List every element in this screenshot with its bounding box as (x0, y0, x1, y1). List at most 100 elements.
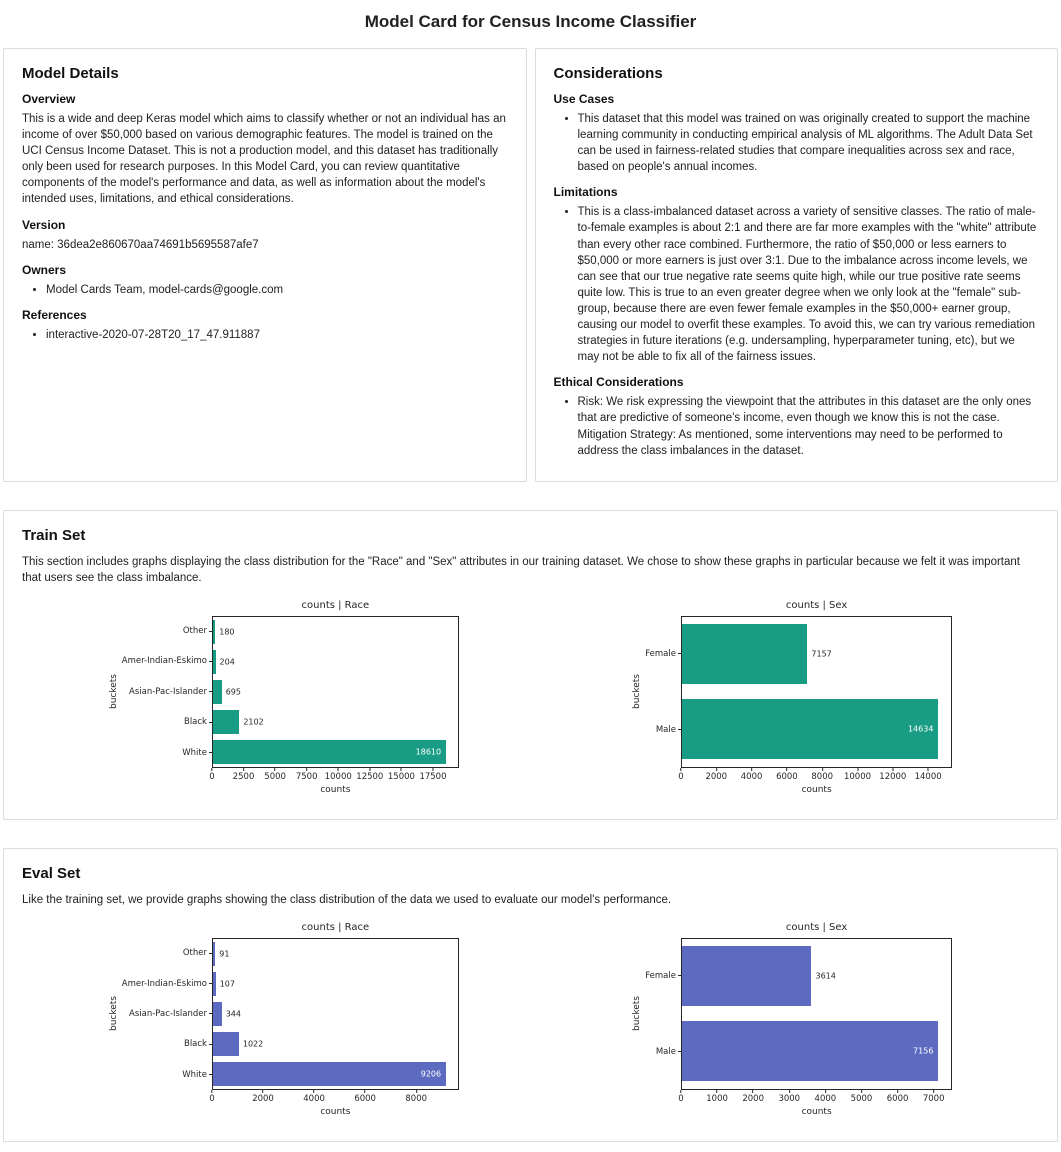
ethical-considerations-list: Risk: We risk expressing the viewpoint t… (554, 394, 1040, 458)
x-tick-label: 6000 (354, 1093, 376, 1104)
reference-item: interactive-2020-07-28T20_17_47.911887 (46, 327, 508, 343)
references-list: interactive-2020-07-28T20_17_47.911887 (22, 327, 508, 343)
chart-title: counts | Race (301, 921, 370, 933)
x-tick: 2000 (742, 1089, 764, 1104)
eval-set-description: Like the training set, we provide graphs… (22, 893, 672, 906)
bar-value-label: 14634 (907, 724, 934, 734)
plot-area: 91 107 344 1022 9206 (211, 937, 459, 1090)
x-tick-label: 5000 (850, 1093, 873, 1104)
x-tick-labels: 0 1000 2000 3000 4000 5000 6000 7000 (678, 1089, 952, 1106)
y-tick: White (122, 1060, 212, 1090)
x-tick: 1000 (706, 1089, 728, 1104)
y-tick-label: Female (645, 970, 676, 981)
x-tick-label: 12500 (356, 771, 384, 782)
version-text: name: 36dea2e860670aa74691b5695587afe7 (22, 238, 259, 251)
model-details-title: Model Details (22, 65, 119, 82)
use-case-item: This dataset that this model was trained… (578, 111, 1040, 175)
ethical-consideration-item: Risk: We risk expressing the viewpoint t… (578, 394, 1040, 458)
train-set-title: Train Set (22, 526, 86, 544)
y-tick-mark (677, 653, 681, 655)
use-cases-heading: Use Cases (553, 92, 615, 106)
x-tick-label: 10000 (843, 771, 872, 782)
bar (212, 1001, 222, 1026)
train-set-charts-row: counts | Race buckets Other Amer-Indian-Esk… (22, 600, 1039, 803)
y-tick-labels: Other Amer-Indian-Eskimo Asian-Pac-Islande… (122, 616, 212, 768)
chart-title: counts | Sex (785, 599, 848, 611)
y-tick: Male (645, 1014, 681, 1090)
x-tick-label: 6000 (886, 1093, 909, 1104)
x-tick: 8000 (405, 1089, 427, 1104)
bar-value-label: 2102 (243, 717, 264, 727)
x-tick-mark (369, 767, 371, 771)
x-tick-label: 14000 (914, 771, 942, 782)
y-tick-label: Male (655, 724, 676, 735)
x-tick-mark (680, 1089, 682, 1093)
eval-set-charts-row: counts | Race buckets Other Amer-Indian-Esk… (22, 922, 1039, 1125)
x-tick-label: 7000 (922, 1093, 945, 1104)
x-tick: 2000 (705, 767, 727, 782)
owners-heading: Owners (22, 262, 67, 277)
y-tick-label: Amer-Indian-Eskimo (121, 656, 207, 667)
x-tick-label: 3000 (778, 1093, 801, 1104)
page-title: Model Card for Census Income Classifier (364, 12, 697, 31)
y-tick: White (122, 738, 212, 768)
x-tick-label: 8000 (811, 771, 834, 782)
bar (681, 624, 808, 685)
bar-row: 344 (212, 999, 458, 1029)
x-tick: 4000 (741, 767, 762, 782)
bar (212, 941, 216, 966)
bar-value-label: 7156 (913, 1046, 934, 1056)
x-tick-mark (821, 767, 823, 771)
y-tick: Black (122, 1029, 212, 1059)
owner-item: Model Cards Team, model-cards@google.com (46, 282, 508, 298)
y-tick-mark (208, 630, 212, 632)
y-tick-label: Asian-Pac-Islander (129, 686, 207, 697)
x-tick: 5000 (264, 767, 286, 782)
y-tick-label: Female (645, 648, 676, 659)
bar-row: 7157 (681, 617, 951, 692)
bar-row: 14634 (681, 692, 951, 767)
train-set-card: Train Set This section includes graphs d… (3, 509, 1058, 820)
y-axis-label-text: buckets (108, 674, 119, 710)
y-tick-label: Black (183, 1039, 207, 1050)
y-tick: Male (645, 692, 681, 768)
top-cards-row: Model Details Overview This is a wide an… (3, 48, 1058, 482)
plot-area: 7157 14634 (680, 615, 953, 768)
bar-row: 91 (212, 939, 458, 969)
bar (212, 1061, 447, 1086)
x-tick-label: 4000 (303, 1093, 325, 1104)
x-tick: 2500 (233, 767, 254, 782)
x-tick-mark (786, 767, 788, 771)
x-tick-mark (933, 1089, 935, 1093)
x-tick-mark (337, 767, 339, 771)
x-tick: 10000 (325, 767, 352, 782)
overview-heading: Overview (22, 92, 76, 106)
x-tick-labels: 0 2500 5000 7500 10000 12500 15000 17500 (209, 767, 459, 784)
y-tick: Black (122, 707, 212, 737)
x-tick: 6000 (354, 1089, 376, 1104)
bar-value-label: 9206 (420, 1069, 442, 1079)
x-tick-mark (927, 767, 929, 771)
x-tick: 15000 (388, 767, 415, 782)
x-tick-mark (243, 767, 245, 771)
bar-row: 3614 (681, 939, 951, 1014)
y-tick-mark (208, 752, 212, 754)
references-heading: References (22, 307, 87, 322)
x-tick: 6000 (886, 1089, 909, 1104)
y-tick-label: Other (182, 626, 207, 637)
x-tick: 0 (678, 1089, 684, 1104)
bar (681, 699, 939, 760)
bar-row: 107 (212, 969, 458, 999)
y-tick-label: Black (183, 717, 207, 728)
bar-value-label: 1022 (242, 1039, 264, 1049)
x-axis-label: counts (801, 784, 832, 795)
model-details-card: Model Details Overview This is a wide an… (3, 48, 527, 482)
y-tick: Other (122, 938, 212, 968)
x-tick-mark (857, 767, 859, 771)
x-tick-labels: 0 2000 4000 6000 8000 (209, 1089, 459, 1106)
bar (212, 619, 216, 644)
version-heading: Version (22, 217, 66, 232)
bar-value-label: 204 (219, 657, 235, 667)
chart-title: counts | Sex (785, 921, 848, 933)
y-tick: Amer-Indian-Eskimo (122, 646, 212, 676)
